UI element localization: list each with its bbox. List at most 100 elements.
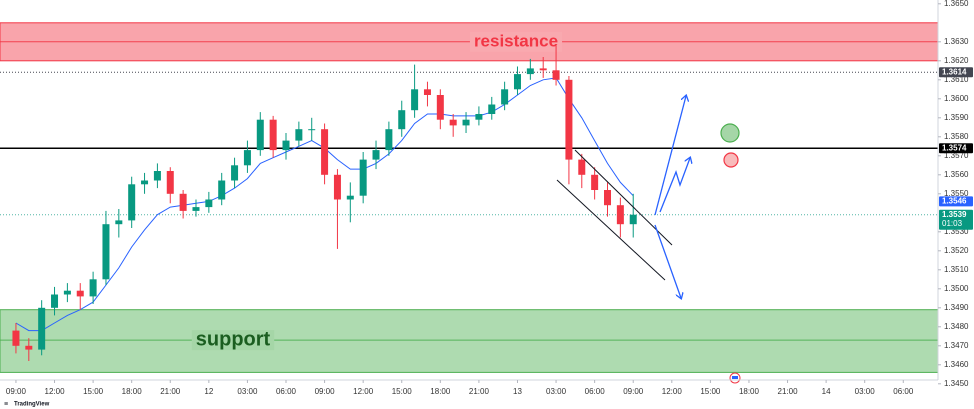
x-tick-label: 03:00 <box>855 387 876 396</box>
y-tick-label: 1.3580 <box>944 132 969 141</box>
x-tick-label: 03:00 <box>237 387 258 396</box>
candle-body <box>591 174 599 190</box>
candle-body <box>205 199 213 208</box>
x-tick-label: 18:00 <box>739 387 760 396</box>
candle-body <box>295 129 303 141</box>
x-tick-label: 14 <box>822 387 831 396</box>
candle-body <box>256 119 264 151</box>
candle-body <box>565 79 573 160</box>
candle-body <box>321 129 329 175</box>
arrow-down <box>654 224 681 298</box>
brand-logo: ≡ <box>4 401 8 408</box>
x-tick-label: 12 <box>204 387 213 396</box>
x-tick-label: 12:00 <box>662 387 683 396</box>
y-tick-label: 1.3590 <box>944 113 969 122</box>
candle-body <box>488 104 496 114</box>
candle-body <box>128 184 136 221</box>
x-tick-label: 15:00 <box>83 387 104 396</box>
candle-body <box>89 279 97 297</box>
candle-body <box>192 207 200 211</box>
zone-label: resistance <box>474 31 558 50</box>
x-tick-label: 06:00 <box>276 387 297 396</box>
candle-body <box>449 119 457 126</box>
candle-body <box>372 150 380 160</box>
candle-body <box>333 174 341 200</box>
zone-label-bg <box>191 330 275 351</box>
y-tick-label: 1.3600 <box>944 94 969 103</box>
candle-body <box>179 193 187 211</box>
candle-body <box>102 224 110 280</box>
candle-body <box>346 195 354 200</box>
y-tick-label: 1.3560 <box>944 170 969 179</box>
y-tick-label: 1.3620 <box>944 56 969 65</box>
candle-body <box>552 70 560 80</box>
y-tick-label: 1.3500 <box>944 284 969 293</box>
y-tick-label: 1.3490 <box>944 303 969 312</box>
candle-body <box>629 214 637 225</box>
candle-body <box>115 220 123 225</box>
candle-body <box>231 165 239 181</box>
x-tick-label: 18:00 <box>430 387 451 396</box>
candle-body <box>539 68 547 71</box>
axes-layer: 1.3650 1.3630 1.3620 1.3610 1.3600 1.3590 1.35… <box>6 0 973 396</box>
price-tag-label: 1.3539 <box>942 210 967 219</box>
y-tick-label: 1.3470 <box>944 341 969 350</box>
price-tag <box>939 67 973 78</box>
x-tick-label: 09:00 <box>623 387 644 396</box>
brand: TradingView <box>14 402 50 408</box>
x-tick-label: 18:00 <box>122 387 143 396</box>
price-tag-label: 1.3614 <box>942 67 967 76</box>
candle-body <box>308 129 316 131</box>
y-tick-label: 1.3460 <box>944 360 969 369</box>
candle-body <box>153 171 161 181</box>
candle-body <box>359 159 367 196</box>
candle-body <box>398 110 406 130</box>
channel-line-lower <box>556 179 666 281</box>
x-tick-label: 15:00 <box>392 387 413 396</box>
event-flag-stripe <box>732 376 738 379</box>
x-tick-label: 12:00 <box>353 387 374 396</box>
candle-body <box>501 89 509 105</box>
x-tick-label: 15:00 <box>700 387 721 396</box>
candle-body <box>282 140 290 151</box>
y-tick-label: 1.3450 <box>944 379 969 388</box>
candle-body <box>526 68 534 75</box>
x-tick-label: 21:00 <box>469 387 490 396</box>
y-tick-label: 1.3630 <box>944 37 969 46</box>
red-signal <box>723 152 739 168</box>
candle-body <box>243 150 251 166</box>
candle-body <box>218 180 226 200</box>
x-tick-label: 21:00 <box>778 387 799 396</box>
candle-body <box>411 89 419 111</box>
x-tick-label: 03:00 <box>546 387 567 396</box>
candle-body <box>12 330 20 346</box>
y-tick-label: 1.3610 <box>944 75 969 84</box>
y-tick-label: 1.3650 <box>944 0 969 8</box>
x-tick-label: 06:00 <box>585 387 606 396</box>
x-tick-label: 09:00 <box>6 387 27 396</box>
y-tick-label: 1.3510 <box>944 265 969 274</box>
zone-label-bg <box>469 31 563 52</box>
levels-layer <box>0 71 938 216</box>
candle-body <box>513 74 521 90</box>
candle-body <box>462 119 470 126</box>
candle-body <box>616 205 624 225</box>
price-tag <box>939 209 973 230</box>
x-tick-label: 13 <box>513 387 522 396</box>
price-tag <box>939 196 973 207</box>
candle-body <box>141 180 149 185</box>
y-tick-label: 1.3530 <box>944 227 969 236</box>
candle-body <box>269 119 277 151</box>
moving-average <box>15 77 634 332</box>
candle-body <box>51 294 59 308</box>
x-tick-label: 21:00 <box>160 387 181 396</box>
x-tick-label: 09:00 <box>315 387 336 396</box>
zones-layer: resistance support <box>0 22 939 373</box>
candle-body <box>423 89 431 95</box>
x-tick-label: 12:00 <box>45 387 66 396</box>
y-tick-label: 1.3570 <box>944 151 969 160</box>
candle-body <box>385 129 393 151</box>
candle-body <box>38 307 46 350</box>
